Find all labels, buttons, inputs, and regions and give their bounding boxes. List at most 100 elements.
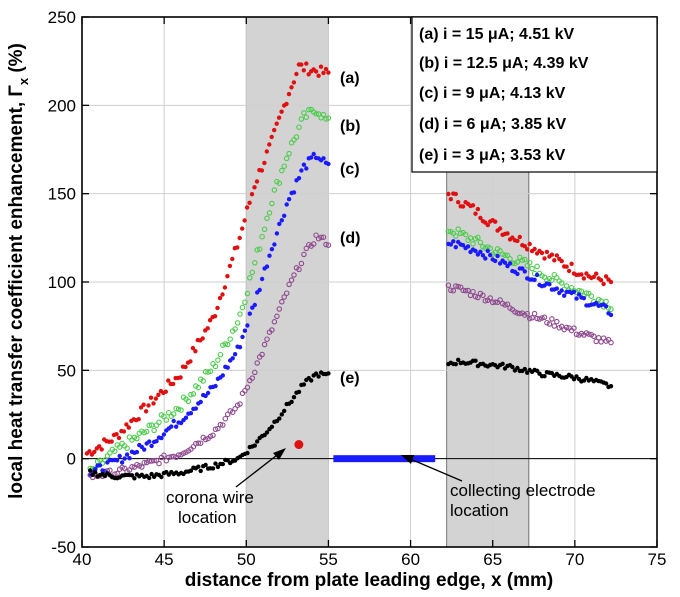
data-point — [144, 409, 148, 413]
data-point — [147, 476, 151, 480]
data-point — [220, 292, 224, 296]
data-point — [545, 250, 549, 254]
data-point — [483, 256, 487, 260]
data-point — [235, 245, 239, 249]
data-point — [550, 317, 554, 321]
data-point — [540, 251, 544, 255]
data-point — [275, 231, 279, 235]
y-tick-label: 150 — [48, 185, 76, 204]
data-point — [159, 436, 163, 440]
data-point — [277, 222, 281, 226]
data-point — [240, 305, 244, 309]
data-point — [245, 205, 249, 209]
data-point — [523, 367, 527, 371]
data-point — [201, 336, 205, 340]
data-point — [127, 456, 131, 460]
data-point — [93, 470, 97, 474]
data-point — [265, 149, 269, 153]
data-point — [218, 353, 222, 357]
data-point — [285, 202, 289, 206]
data-point — [297, 176, 301, 180]
data-point — [226, 365, 230, 369]
data-point — [231, 356, 235, 360]
data-point — [316, 374, 320, 378]
data-point — [542, 256, 546, 260]
data-point — [599, 278, 603, 282]
data-point — [120, 460, 124, 464]
data-point — [562, 294, 566, 298]
data-point — [550, 253, 554, 257]
y-tick-label: 200 — [48, 96, 76, 115]
data-point — [294, 72, 298, 76]
collecting-electrode — [333, 455, 435, 462]
data-point — [567, 269, 571, 273]
annotation-electrode-location: location — [450, 501, 509, 520]
data-point — [471, 203, 475, 207]
data-point — [454, 245, 458, 249]
y-axis-title-main: local heat transfer coefficient enhancem… — [6, 85, 27, 499]
data-point — [287, 197, 291, 201]
data-point — [326, 371, 330, 375]
data-point — [135, 450, 139, 454]
x-tick-label: 50 — [237, 550, 256, 569]
data-point — [156, 393, 160, 397]
data-point — [304, 166, 308, 170]
data-point — [456, 200, 460, 204]
data-point — [282, 214, 286, 218]
data-point — [221, 462, 225, 466]
data-point — [292, 190, 296, 194]
data-point — [304, 61, 308, 65]
data-point — [542, 374, 546, 378]
data-point — [275, 122, 279, 126]
data-point — [152, 428, 156, 432]
series-tag-a: (a) — [340, 70, 360, 87]
data-point — [115, 458, 119, 462]
annotation-corona-location: location — [178, 508, 237, 527]
data-point — [604, 304, 608, 308]
data-point — [272, 242, 276, 246]
data-point — [125, 452, 129, 456]
data-point — [159, 475, 163, 479]
data-point — [530, 266, 534, 270]
data-point — [253, 443, 257, 447]
data-point — [122, 456, 126, 460]
data-point — [221, 373, 225, 377]
data-point — [454, 192, 458, 196]
data-point — [564, 265, 568, 269]
data-point — [319, 65, 323, 69]
data-point — [560, 288, 564, 292]
data-point — [137, 417, 141, 421]
data-point — [194, 406, 198, 410]
legend: (a) i = 15 μA; 4.51 kV (b) i = 12.5 μA; … — [412, 17, 657, 172]
data-point — [142, 447, 146, 451]
legend-entry-d: (d) i = 6 μA; 3.85 kV — [419, 116, 567, 133]
data-point — [117, 436, 121, 440]
data-point — [515, 272, 519, 276]
data-point — [242, 218, 246, 222]
data-point — [302, 68, 306, 72]
data-point — [326, 70, 330, 74]
data-point — [309, 378, 313, 382]
data-point — [147, 439, 151, 443]
data-point — [245, 323, 249, 327]
data-point — [528, 242, 532, 246]
series-tag-c: (c) — [340, 161, 360, 178]
data-point — [218, 296, 222, 300]
data-point — [154, 396, 158, 400]
data-point — [500, 362, 504, 366]
series-c — [88, 152, 613, 477]
legend-entry-a: (a) i = 15 μA; 4.51 kV — [419, 26, 575, 43]
data-point — [247, 201, 251, 205]
data-point — [532, 247, 536, 251]
data-point — [154, 439, 158, 443]
data-point — [240, 335, 244, 339]
data-point — [238, 312, 242, 316]
data-point — [223, 285, 227, 289]
data-point — [569, 262, 573, 266]
data-point — [508, 261, 512, 265]
data-point — [287, 92, 291, 96]
y-tick-label: 100 — [48, 273, 76, 292]
data-point — [211, 466, 215, 470]
data-point — [594, 272, 598, 276]
